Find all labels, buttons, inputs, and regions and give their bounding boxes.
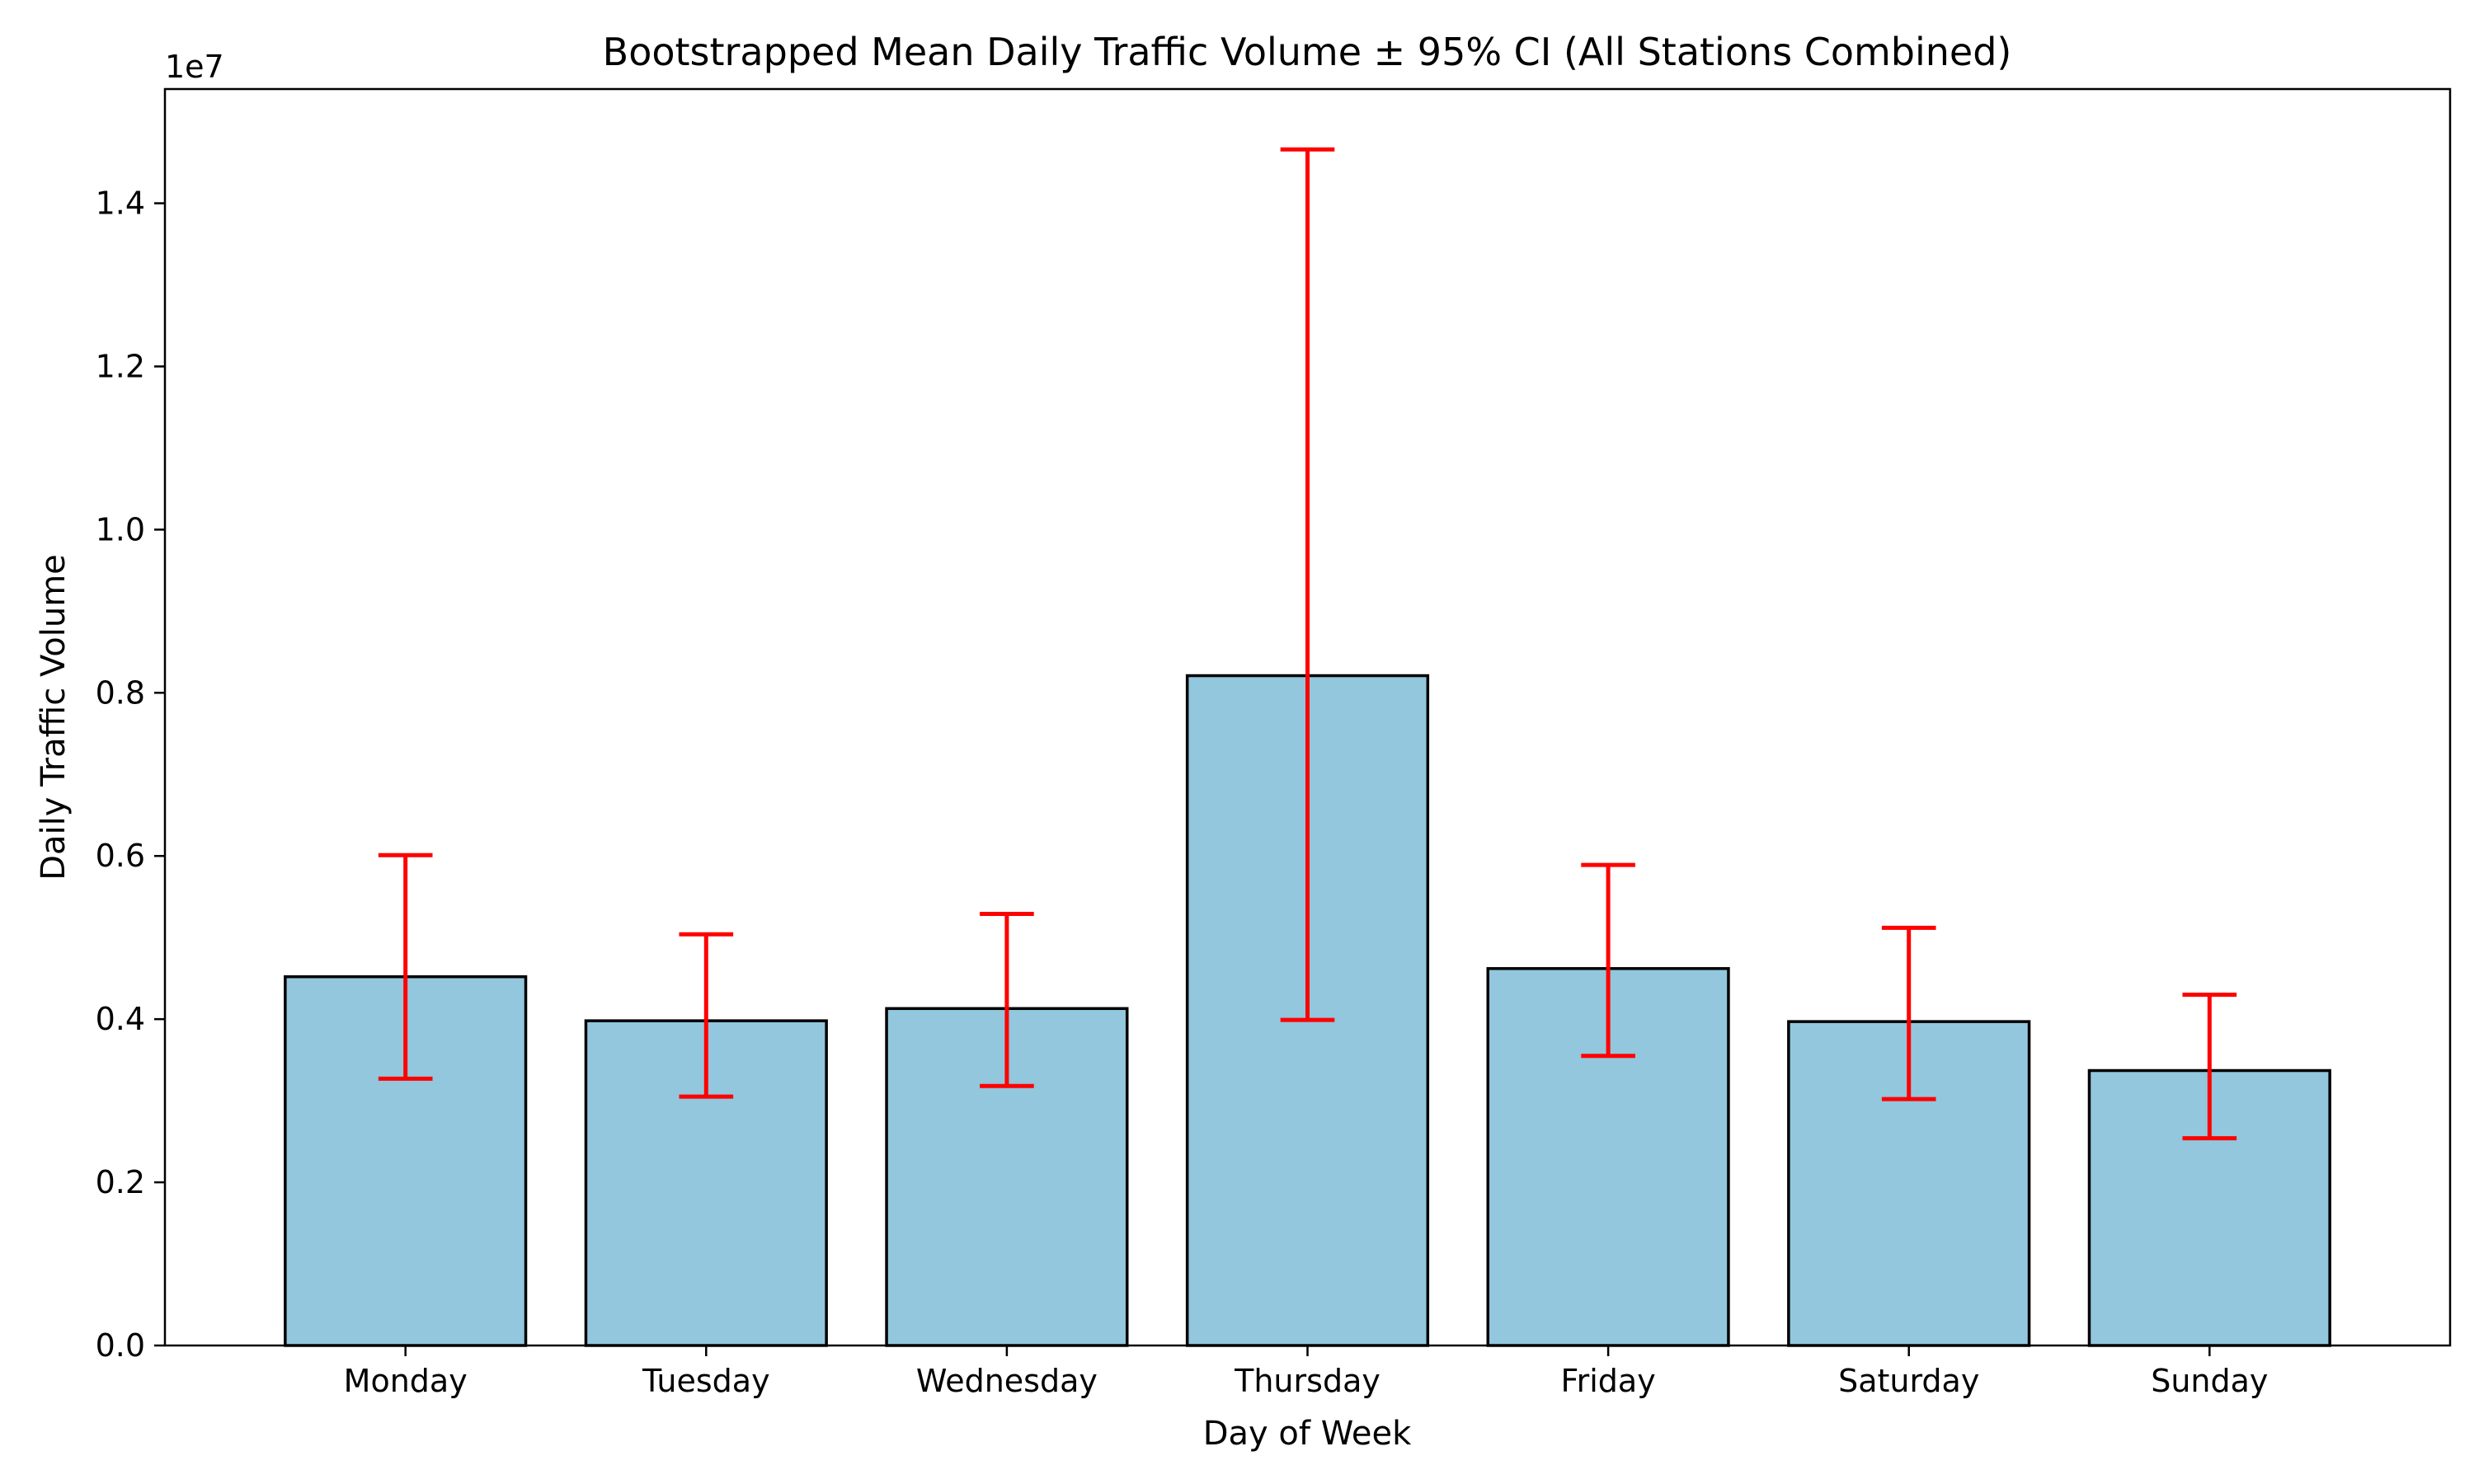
plot-area: Monday Tuesday Wednesday Thursday Friday Satu… [96,147,2331,1399]
x-tick-label-thursday: Thursday [1234,1363,1380,1399]
x-tick-label-sunday: Sunday [2151,1363,2268,1399]
y-tick-label-0: 0.0 [96,1327,145,1364]
y-tick-label-4: 0.8 [96,674,145,711]
y-axis-offset-label: 1e7 [165,49,224,85]
x-axis-label: Day of Week [1203,1415,1412,1453]
x-tick-label-friday: Friday [1561,1363,1656,1399]
y-tick-label-1: 0.2 [96,1164,145,1200]
x-tick-label-monday: Monday [344,1363,468,1399]
y-axis-label: Daily Traffic Volume [35,554,73,881]
y-tick-label-7: 1.4 [96,186,145,222]
x-tick-label-tuesday: Tuesday [642,1363,770,1399]
y-tick-label-6: 1.2 [96,348,145,384]
plot-frame [163,87,2452,1347]
y-tick-label-5: 1.0 [96,511,145,547]
chart-title: Bootstrapped Mean Daily Traffic Volume ±… [603,30,2012,74]
y-tick-label-3: 0.6 [96,838,145,874]
y-tick-label-2: 0.4 [96,1001,145,1037]
x-tick-label-saturday: Saturday [1838,1363,1979,1399]
x-tick-label-wednesday: Wednesday [916,1363,1098,1399]
